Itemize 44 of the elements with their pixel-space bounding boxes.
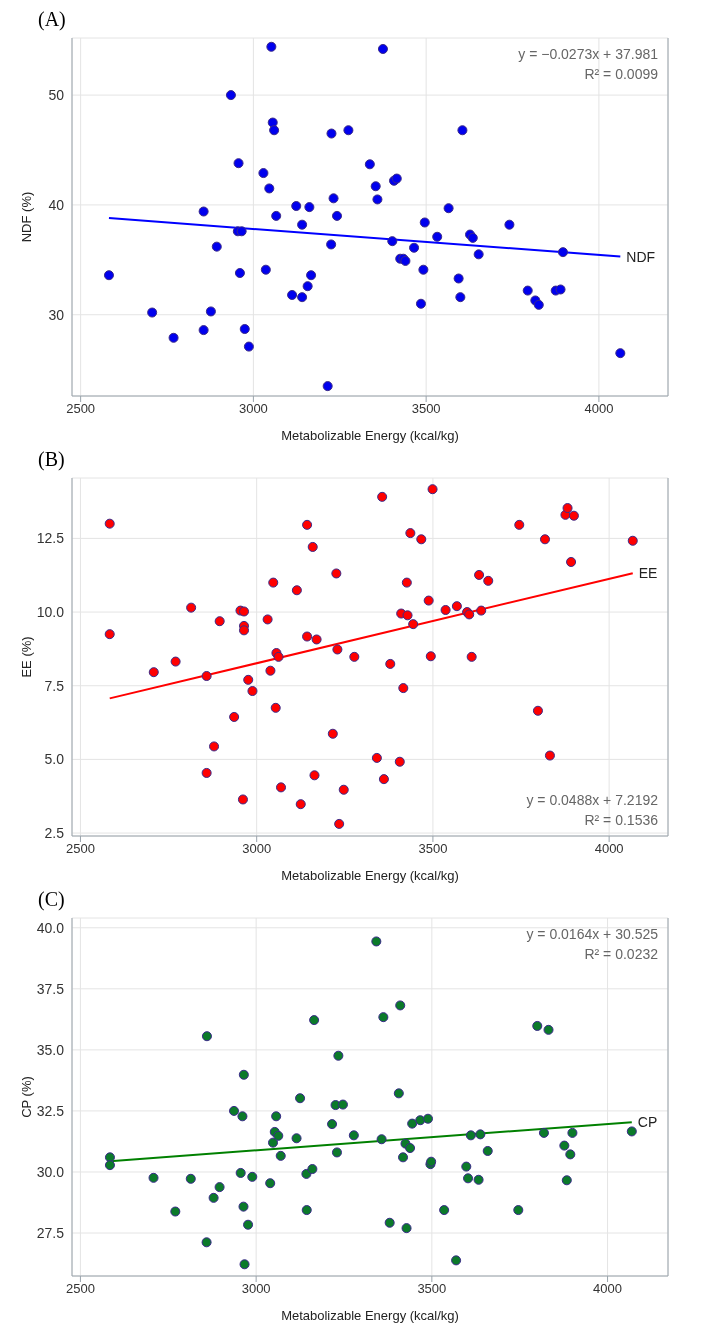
x-tick-label: 4000 bbox=[584, 401, 614, 417]
x-tick-label: 3500 bbox=[418, 841, 448, 857]
annotation: y = 0.0164x + 30.525 bbox=[526, 925, 658, 944]
x-tick-label: 4000 bbox=[593, 1281, 623, 1297]
chart-title: (C) bbox=[38, 888, 65, 911]
y-tick-label: 30 bbox=[48, 306, 65, 323]
y-tick-label: 40 bbox=[48, 196, 65, 213]
y-tick-label: 50 bbox=[48, 87, 65, 104]
y-tick-label: 32.5 bbox=[36, 1102, 65, 1119]
x-axis-title: Metabolizable Energy (kcal/kg) bbox=[281, 428, 459, 443]
y-tick-label: 27.5 bbox=[36, 1224, 65, 1241]
x-tick-label: 3000 bbox=[238, 401, 268, 417]
annotation: y = −0.0273x + 37.981 bbox=[518, 45, 658, 64]
series-label: EE bbox=[638, 565, 658, 582]
annotation: y = 0.0488x + 7.2192 bbox=[526, 791, 658, 810]
annotation: R² = 0.1536 bbox=[583, 811, 658, 830]
chart-title: (A) bbox=[38, 8, 66, 31]
y-tick-label: 40.0 bbox=[36, 919, 65, 936]
y-tick-label: 10.0 bbox=[36, 604, 65, 621]
series-label: NDF bbox=[626, 248, 656, 265]
annotation: R² = 0.0232 bbox=[583, 945, 658, 964]
y-tick-label: 7.5 bbox=[44, 677, 65, 694]
y-tick-label: 12.5 bbox=[36, 530, 65, 547]
y-tick-label: 2.5 bbox=[44, 825, 65, 842]
y-axis-title: NDF (%) bbox=[18, 191, 34, 243]
y-tick-label: 37.5 bbox=[36, 980, 65, 997]
series-label: CP bbox=[637, 1114, 658, 1131]
y-axis-title: CP (%) bbox=[18, 1076, 34, 1118]
x-tick-label: 2500 bbox=[66, 401, 96, 417]
x-axis-title: Metabolizable Energy (kcal/kg) bbox=[281, 868, 459, 883]
chart-title: (B) bbox=[38, 448, 65, 471]
x-tick-label: 3500 bbox=[417, 1281, 447, 1297]
y-tick-label: 30.0 bbox=[36, 1163, 65, 1180]
annotation: R² = 0.0099 bbox=[583, 65, 658, 84]
x-tick-label: 3500 bbox=[411, 401, 441, 417]
y-axis-title: EE (%) bbox=[18, 636, 34, 678]
x-tick-label: 3000 bbox=[242, 841, 272, 857]
x-tick-label: 4000 bbox=[594, 841, 624, 857]
x-tick-label: 3000 bbox=[241, 1281, 271, 1297]
x-tick-label: 2500 bbox=[66, 841, 95, 857]
y-tick-label: 35.0 bbox=[36, 1041, 65, 1058]
x-tick-label: 2500 bbox=[65, 1281, 95, 1297]
x-axis-title: Metabolizable Energy (kcal/kg) bbox=[281, 1308, 459, 1323]
y-tick-label: 5.0 bbox=[44, 751, 65, 768]
